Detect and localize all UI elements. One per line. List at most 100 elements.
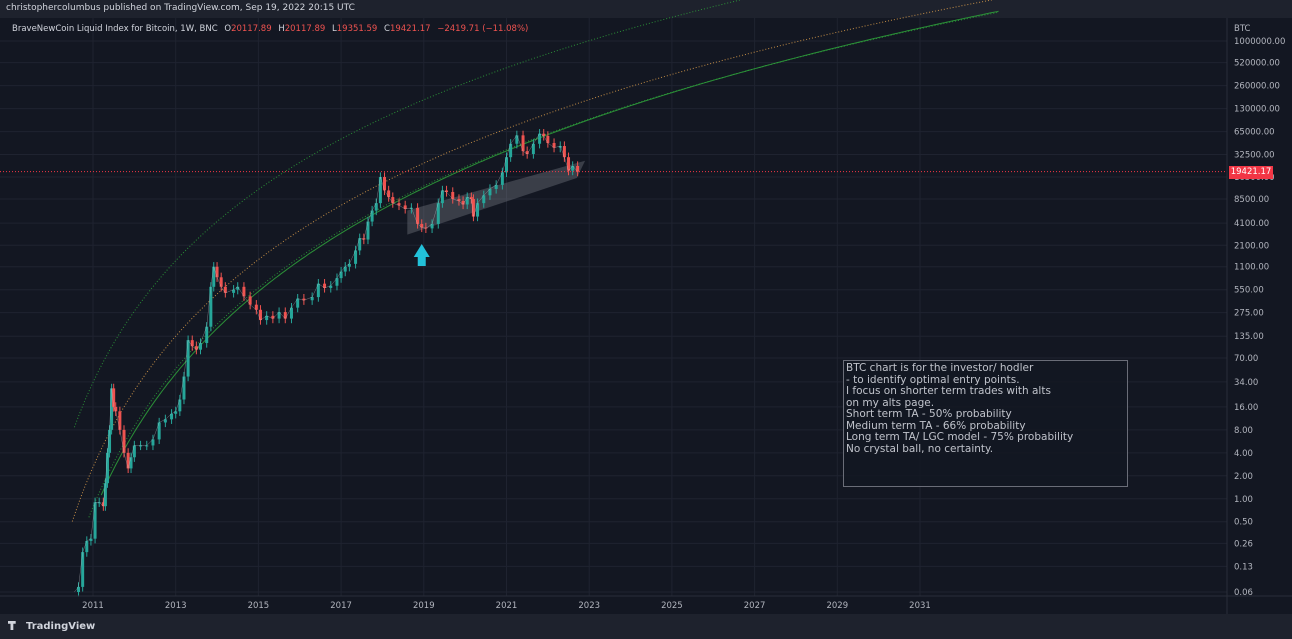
current-price-tag: 19421.17 (1229, 166, 1273, 179)
candle-body (110, 388, 114, 430)
x-tick-label: 2025 (661, 601, 683, 611)
open-label: O (224, 24, 232, 34)
note-line: Short term TA - 50% probability (846, 408, 1012, 420)
x-tick-label: 2017 (330, 601, 352, 611)
candle-body (126, 452, 130, 469)
candle-body (436, 203, 440, 224)
candle-body (215, 266, 219, 278)
note-line: Medium term TA - 66% probability (846, 419, 1026, 432)
candle-body (469, 197, 473, 199)
candle-body (212, 266, 216, 287)
x-tick-label: 2027 (744, 601, 766, 611)
candle-body (277, 312, 281, 319)
candle-body (482, 195, 486, 204)
annotation-note: BTC chart is for the investor/ hodler - … (843, 360, 1128, 487)
candle-body (500, 172, 504, 185)
candle-body (316, 283, 320, 298)
y-tick-label: 130000.00 (1234, 105, 1280, 115)
note-line: Long term TA/ LGC model - 75% probabilit… (846, 431, 1074, 443)
candle-body (347, 263, 351, 267)
y-tick-label: 550.00 (1234, 286, 1264, 296)
accumulation-zone (407, 160, 586, 235)
high-value: 20117.89 (284, 24, 326, 34)
axis-unit-label: BTC (1234, 24, 1251, 34)
candle-body (77, 586, 81, 592)
candle-body (366, 221, 370, 240)
note-line: on my alts page. (846, 396, 935, 409)
candle-body (236, 286, 240, 290)
candle-body (182, 376, 186, 400)
candle-body (219, 277, 223, 287)
candle-body (186, 340, 190, 377)
y-tick-label: 4100.00 (1234, 219, 1269, 229)
y-tick-label: 135.00 (1234, 332, 1264, 342)
x-tick-label: 2029 (826, 601, 848, 611)
candle-body (525, 151, 529, 155)
candle-body (494, 184, 498, 189)
candle-body (531, 143, 535, 155)
candle-body (85, 540, 89, 553)
candle-body (542, 133, 546, 136)
y-tick-label: 0.06 (1234, 588, 1253, 598)
candle-body (403, 205, 407, 209)
y-tick-label: 8500.00 (1234, 195, 1269, 205)
candle-body (112, 388, 116, 407)
y-tick-label: 16.00 (1234, 403, 1258, 413)
x-tick-label: 2031 (909, 601, 931, 611)
candle-body (567, 157, 571, 171)
publisher-line: christophercolumbus published on Trading… (6, 3, 355, 13)
candle-body (416, 207, 420, 224)
candle-body (170, 413, 174, 420)
y-tick-label: 70.00 (1234, 354, 1258, 364)
candle-body (97, 502, 101, 504)
candle-body (424, 227, 428, 229)
candle-body (488, 188, 492, 196)
price-axis-panel (1227, 18, 1292, 596)
candle-body (461, 200, 465, 205)
tradingview-brand[interactable]: TradingView (8, 621, 95, 632)
y-tick-label: 65000.00 (1234, 128, 1275, 138)
note-line: No crystal ball, no certainty. (846, 442, 994, 455)
y-tick-label: 1100.00 (1234, 263, 1269, 273)
symbol-name: BraveNewCoin Liquid Index for Bitcoin, 1… (12, 24, 218, 34)
note-line: I focus on shorter term trades with alts (846, 385, 1051, 397)
candle-body (558, 146, 562, 148)
candle-body (283, 312, 287, 319)
candle-body (103, 483, 107, 507)
candle-body (343, 266, 347, 272)
y-tick-label: 1000000.00 (1234, 37, 1285, 47)
low-label: L (332, 24, 337, 34)
candle-body (509, 143, 513, 158)
candle-body (194, 346, 198, 350)
candle-body (552, 143, 556, 148)
y-tick-label: 0.26 (1234, 539, 1253, 549)
candle-body (515, 135, 519, 144)
candle-body (571, 165, 575, 171)
candle-body (538, 133, 542, 144)
candle-body (471, 198, 475, 217)
price-line (74, 133, 578, 593)
symbol-legend: BraveNewCoin Liquid Index for Bitcoin, 1… (12, 24, 528, 34)
candle-body (93, 502, 97, 539)
y-tick-label: 0.50 (1234, 518, 1253, 528)
candle-body (339, 271, 343, 279)
candle-body (576, 165, 580, 172)
arrow-up-icon (413, 244, 430, 266)
y-tick-label: 275.00 (1234, 309, 1264, 319)
close-label: C (384, 24, 390, 34)
bottom-bar: TradingView (0, 614, 1292, 639)
candle-body (122, 429, 126, 453)
x-tick-label: 2015 (248, 601, 270, 611)
high-label: H (278, 24, 285, 34)
candle-body (397, 203, 401, 206)
candle-body (81, 552, 85, 587)
low-value: 19351.59 (336, 24, 378, 34)
y-tick-label: 1.00 (1234, 495, 1253, 505)
x-tick-label: 2013 (165, 601, 187, 611)
candle-body (451, 191, 455, 199)
candle-body (358, 238, 362, 251)
y-tick-label: 32500.00 (1234, 151, 1275, 161)
candle-body (323, 283, 327, 288)
candle-body (108, 429, 112, 453)
